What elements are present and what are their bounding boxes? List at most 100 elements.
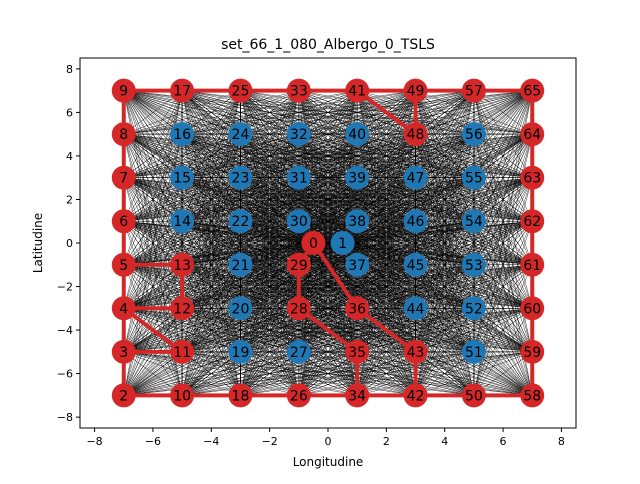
node-10: 10 (170, 383, 195, 408)
node-label: 49 (407, 84, 425, 100)
node-4: 4 (111, 296, 136, 321)
node-marker (403, 122, 428, 147)
node-marker (403, 383, 428, 408)
node-label: 58 (523, 388, 541, 404)
node-label: 18 (232, 388, 250, 404)
node-label: 5 (119, 258, 128, 274)
node-38: 38 (345, 209, 370, 234)
node-label: 27 (290, 345, 308, 361)
node-marker (286, 165, 311, 190)
background-edge (181, 177, 241, 396)
node-label: 0 (309, 236, 318, 252)
node-marker (520, 122, 545, 147)
node-45: 45 (403, 252, 428, 277)
background-edge (181, 221, 241, 396)
node-marker (345, 209, 370, 234)
node-label: 13 (173, 258, 191, 274)
background-edge (240, 90, 300, 265)
background-edge (240, 308, 299, 396)
node-1: 1 (330, 231, 355, 255)
node-label: 44 (407, 301, 425, 317)
node-7: 7 (111, 165, 136, 190)
node-49: 49 (403, 78, 428, 103)
node-marker (461, 252, 486, 277)
node-label: 21 (232, 258, 250, 274)
x-tick-label: 4 (441, 435, 448, 448)
node-marker (461, 383, 486, 408)
node-label: 38 (348, 214, 366, 230)
node-marker (111, 339, 136, 364)
node-2: 2 (111, 383, 136, 408)
node-marker (111, 165, 136, 190)
node-marker (170, 296, 195, 321)
node-marker (170, 252, 195, 277)
node-marker (345, 78, 370, 103)
node-marker (228, 122, 253, 147)
background-edge (415, 177, 475, 396)
node-marker (170, 122, 195, 147)
x-tick-label: −4 (203, 435, 219, 448)
background-edge (473, 221, 533, 396)
background-edge (240, 90, 300, 309)
node-20: 20 (228, 296, 253, 321)
node-marker (520, 296, 545, 321)
node-label: 65 (523, 84, 541, 100)
node-58: 58 (520, 383, 545, 408)
node-39: 39 (345, 165, 370, 190)
node-label: 41 (348, 84, 366, 100)
node-label: 11 (173, 345, 191, 361)
node-26: 26 (286, 383, 311, 408)
background-edge (415, 351, 475, 396)
node-label: 48 (407, 127, 425, 143)
node-label: 64 (523, 127, 541, 143)
background-edge (356, 177, 416, 396)
node-40: 40 (345, 122, 370, 147)
x-axis-label: Longitudine (293, 455, 364, 469)
node-marker (520, 165, 545, 190)
node-label: 63 (523, 171, 541, 187)
node-marker (111, 296, 136, 321)
nodes-layer: 0 123456789101112131415161718192021222324… (111, 78, 545, 408)
node-label: 1 (338, 236, 347, 252)
background-edge (357, 351, 416, 396)
node-label: 33 (290, 84, 308, 100)
background-edge (356, 90, 416, 265)
node-33: 33 (286, 78, 311, 103)
node-marker (345, 296, 370, 321)
background-edge (473, 308, 533, 396)
node-35: 35 (345, 339, 370, 364)
node-15: 15 (170, 165, 195, 190)
node-22: 22 (228, 209, 253, 234)
background-edge (473, 90, 533, 396)
background-edge (415, 90, 475, 309)
node-marker (228, 339, 253, 364)
node-label: 22 (232, 214, 250, 230)
background-edge (473, 177, 533, 396)
node-marker (345, 339, 370, 364)
node-3: 3 (111, 339, 136, 364)
node-marker (111, 122, 136, 147)
x-ticks: −8 −6 −4 −2 0 2 4 6 8 (86, 428, 565, 448)
node-label: 61 (523, 258, 541, 274)
node-marker (286, 252, 311, 277)
background-edge (181, 90, 241, 309)
node-marker (520, 78, 545, 103)
x-tick-label: −8 (86, 435, 102, 448)
node-label: 6 (119, 214, 128, 230)
node-46: 46 (403, 209, 428, 234)
x-tick-label: 2 (383, 435, 390, 448)
node-marker (286, 209, 311, 234)
node-41: 41 (345, 78, 370, 103)
chart-title: set_66_1_080_Albergo_0_TSLS (221, 37, 435, 53)
node-label: 32 (290, 127, 308, 143)
node-36: 36 (345, 296, 370, 321)
route-edge-4-11 (121, 306, 185, 354)
node-marker (228, 78, 253, 103)
node-marker (345, 252, 370, 277)
background-edge (415, 264, 475, 396)
node-marker (461, 339, 486, 364)
node-label: 24 (232, 127, 250, 143)
node-label: 62 (523, 214, 541, 230)
node-label: 15 (173, 171, 191, 187)
